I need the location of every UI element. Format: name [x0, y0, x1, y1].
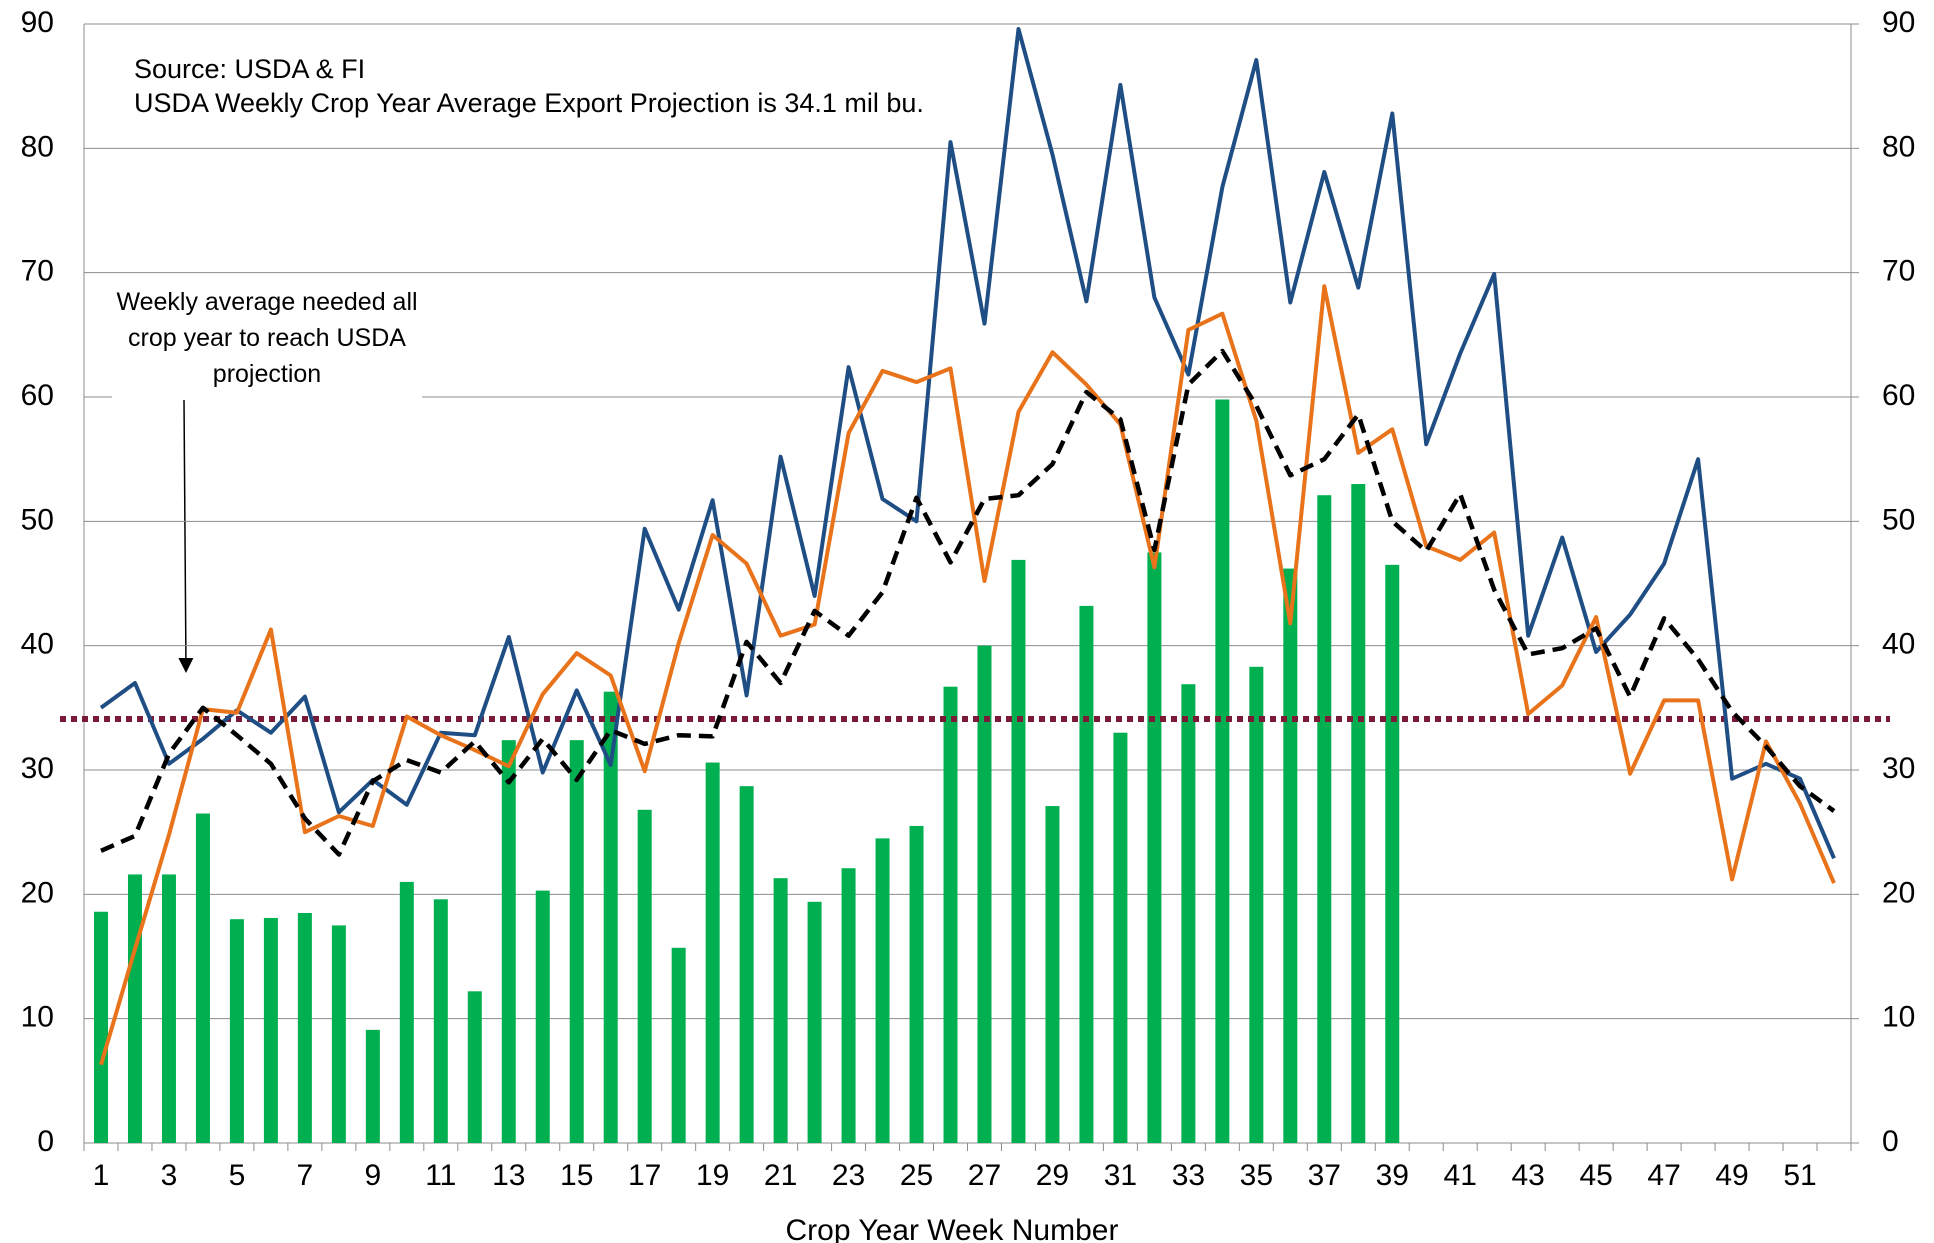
x-tick-label: 21 [764, 1159, 797, 1192]
bar [705, 762, 720, 1143]
source-note: Source: USDA & FI [134, 54, 366, 84]
annotation-arrow [178, 399, 194, 673]
bar [467, 991, 482, 1143]
x-tick-label: 15 [560, 1159, 593, 1192]
bar [1181, 684, 1196, 1143]
y2-tick-label: 0 [1882, 1125, 1899, 1158]
bar [535, 890, 550, 1143]
line [99, 27, 1836, 860]
y2-tick-label: 90 [1882, 6, 1915, 39]
bar [1011, 559, 1026, 1143]
x-tick-label: 7 [297, 1159, 314, 1192]
bar [365, 1029, 380, 1143]
x-axis-title: Crop Year Week Number [786, 1214, 1119, 1243]
projection-note: USDA Weekly Crop Year Average Export Pro… [134, 88, 924, 118]
bar [1351, 484, 1366, 1143]
bar [263, 917, 278, 1143]
x-tick-label: 13 [492, 1159, 525, 1192]
bar [127, 874, 142, 1143]
bar [1079, 605, 1094, 1143]
y-tick-label: 10 [21, 1001, 54, 1034]
bar [739, 786, 754, 1143]
x-tick-label: 11 [425, 1159, 456, 1192]
y2-tick-label: 20 [1882, 876, 1915, 909]
x-tick-label: 17 [628, 1159, 661, 1192]
x-tick-label: 33 [1172, 1159, 1205, 1192]
y2-tick-label: 10 [1882, 1001, 1915, 1034]
x-tick-label: 9 [364, 1159, 381, 1192]
x-tick-label: 49 [1715, 1159, 1748, 1192]
y2-tick-label: 70 [1882, 255, 1915, 288]
x-tick-label: 51 [1783, 1159, 1816, 1192]
x-tick-label: 19 [696, 1159, 729, 1192]
bar [1215, 399, 1230, 1143]
x-tick-label: 25 [900, 1159, 933, 1192]
bar [93, 911, 108, 1143]
y-tick-label: 70 [21, 255, 54, 288]
bar [1113, 732, 1128, 1143]
bar [841, 868, 856, 1143]
bar [569, 740, 584, 1143]
x-tick-label: 1 [93, 1159, 110, 1192]
x-tick-label: 39 [1376, 1159, 1409, 1192]
x-tick-label: 3 [161, 1159, 178, 1192]
bar [331, 925, 346, 1143]
dashed-line [100, 348, 1836, 857]
x-tick-label: 43 [1511, 1159, 1544, 1192]
y-tick-label: 80 [21, 130, 54, 163]
bar [1317, 495, 1332, 1143]
y2-tick-label: 80 [1882, 130, 1915, 163]
bar [1249, 666, 1264, 1143]
bar [603, 691, 618, 1143]
y-tick-label: 90 [21, 6, 54, 39]
bar [1385, 564, 1400, 1143]
y2-tick-label: 30 [1882, 752, 1915, 785]
bar [977, 645, 992, 1143]
x-tick-label: 45 [1579, 1159, 1612, 1192]
bar [399, 881, 414, 1143]
x-tick-label: 31 [1104, 1159, 1137, 1192]
bar [637, 809, 652, 1143]
x-tick-label: 23 [832, 1159, 865, 1192]
bar [1283, 568, 1298, 1143]
y2-tick-label: 40 [1882, 628, 1915, 661]
needed-note: Weekly average needed all crop year to r… [112, 282, 422, 398]
y-tick-label: 0 [37, 1125, 54, 1158]
bar [433, 899, 448, 1143]
x-tick-label: 37 [1308, 1159, 1341, 1192]
bar [1045, 806, 1060, 1143]
bar [909, 825, 924, 1143]
y-tick-label: 50 [21, 503, 54, 536]
bar [943, 686, 958, 1143]
line [99, 284, 1836, 1066]
y-tick-label: 30 [21, 752, 54, 785]
x-tick-label: 5 [229, 1159, 246, 1192]
bar [501, 740, 516, 1143]
x-tick-label: 41 [1444, 1159, 1477, 1192]
bar [807, 901, 822, 1143]
bar [297, 912, 312, 1143]
x-tick-label: 47 [1647, 1159, 1680, 1192]
bar [671, 947, 686, 1143]
x-tick-label: 27 [968, 1159, 1001, 1192]
y2-tick-label: 60 [1882, 379, 1915, 412]
bar [161, 874, 176, 1143]
y2-tick-label: 50 [1882, 503, 1915, 536]
bar [773, 878, 788, 1143]
bar [875, 838, 890, 1143]
y-tick-label: 60 [21, 379, 54, 412]
x-tick-label: 29 [1036, 1159, 1069, 1192]
x-tick-label: 35 [1240, 1159, 1273, 1192]
bar [195, 813, 210, 1143]
bar [1147, 552, 1162, 1143]
y-tick-label: 20 [21, 876, 54, 909]
bar [229, 919, 244, 1143]
y-tick-label: 40 [21, 628, 54, 661]
